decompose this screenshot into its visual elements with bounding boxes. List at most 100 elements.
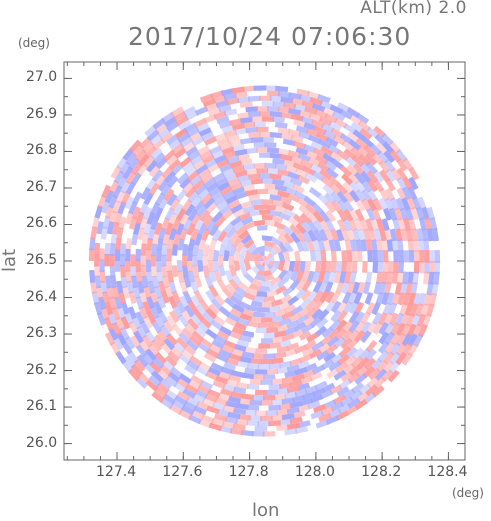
radar-cell (198, 418, 212, 428)
radar-cell (193, 118, 207, 128)
radar-cell (238, 301, 251, 311)
radar-cell (389, 351, 401, 365)
x-tick-label: 127.4 (96, 464, 137, 480)
radar-cell (154, 351, 167, 365)
radar-cell (137, 280, 145, 294)
radar-cell (229, 181, 243, 191)
radar-cell (118, 291, 126, 305)
radar-cell (354, 301, 365, 315)
radar-cell (389, 228, 398, 242)
radar-cell (238, 211, 251, 221)
radar-cell (144, 330, 156, 343)
radar-cell (365, 239, 373, 252)
radar-cell (246, 383, 260, 390)
radar-cell (329, 151, 343, 163)
radar-cell (279, 195, 293, 205)
radar-cell (189, 131, 203, 142)
radar-cell (216, 158, 230, 169)
radar-cell (276, 345, 289, 354)
radar-cell (218, 265, 226, 277)
radar-cell (166, 333, 178, 346)
radar-cell (342, 301, 353, 314)
radar-cell (166, 120, 180, 133)
radar-cell (218, 104, 232, 113)
radar-cell (180, 348, 194, 361)
radar-cell (275, 85, 289, 93)
radar-cell (245, 106, 259, 113)
radar-cell (407, 239, 414, 252)
radar-cell (269, 132, 283, 139)
radar-cell (299, 94, 313, 103)
radar-cell (194, 218, 205, 231)
y-tick-label: 26.9 (26, 105, 58, 122)
radar-cell (376, 271, 383, 284)
radar-cell (274, 163, 288, 171)
radar-cell (372, 321, 383, 335)
radar-cell (260, 415, 273, 422)
radar-cell (115, 190, 126, 204)
radar-cell (224, 270, 234, 282)
radar-cell (160, 342, 173, 355)
radar-cell (188, 414, 202, 425)
radar-cell (386, 271, 394, 285)
radar-cell (198, 127, 212, 137)
radar-cell (159, 324, 171, 338)
radar-cell (246, 243, 257, 254)
radar-cell (250, 178, 263, 185)
radar-cell (317, 309, 330, 321)
radar-cell (308, 112, 323, 122)
radar-cell (396, 177, 407, 191)
radar-cell (253, 219, 265, 227)
radar-cell (100, 306, 110, 321)
radar-cell (176, 208, 187, 221)
radar-cell (319, 100, 334, 110)
radar-cell (424, 261, 430, 274)
radar-cell (241, 216, 253, 226)
radar-cell (300, 159, 314, 169)
radar-cell (348, 320, 360, 334)
radar-cell (236, 317, 250, 327)
radar-cell (94, 264, 100, 278)
radar-cell (241, 351, 255, 359)
radar-cell (196, 122, 210, 133)
radar-cell (406, 323, 417, 337)
radar-cell (360, 239, 368, 252)
radar-cell (315, 325, 328, 338)
radar-cell (328, 327, 341, 340)
radar-cell (357, 356, 370, 369)
radar-cell (119, 161, 131, 175)
radar-cell (312, 210, 325, 223)
radar-cell (292, 373, 305, 382)
radar-cell (201, 131, 215, 142)
radar-cell (418, 292, 427, 307)
radar-cell (376, 150, 389, 164)
radar-cell (133, 359, 146, 372)
radar-cell (260, 400, 273, 406)
radar-cell (269, 266, 278, 275)
radar-cell (269, 255, 275, 262)
radar-cell (208, 145, 222, 155)
radar-cell (228, 231, 240, 243)
radar-cell (283, 261, 291, 272)
radar-cell (208, 303, 220, 315)
radar-cell (179, 227, 188, 241)
radar-cell (240, 200, 253, 209)
radar-cell (407, 333, 418, 347)
radar-cell (287, 150, 301, 159)
radar-cell (266, 368, 279, 375)
radar-cell (328, 120, 342, 132)
radar-cell (138, 339, 150, 353)
radar-cell (221, 208, 234, 220)
radar-cell (317, 271, 326, 284)
radar-cell (124, 311, 134, 325)
radar-cell (116, 331, 127, 346)
radar-cell (408, 292, 416, 306)
radar-cell (341, 173, 354, 186)
radar-cell (283, 250, 291, 262)
radar-cell (237, 111, 251, 119)
radar-cell (426, 282, 434, 296)
radar-cell (135, 344, 148, 358)
radar-cell (394, 207, 403, 221)
radar-cell (119, 326, 130, 341)
radar-cell (289, 400, 303, 409)
